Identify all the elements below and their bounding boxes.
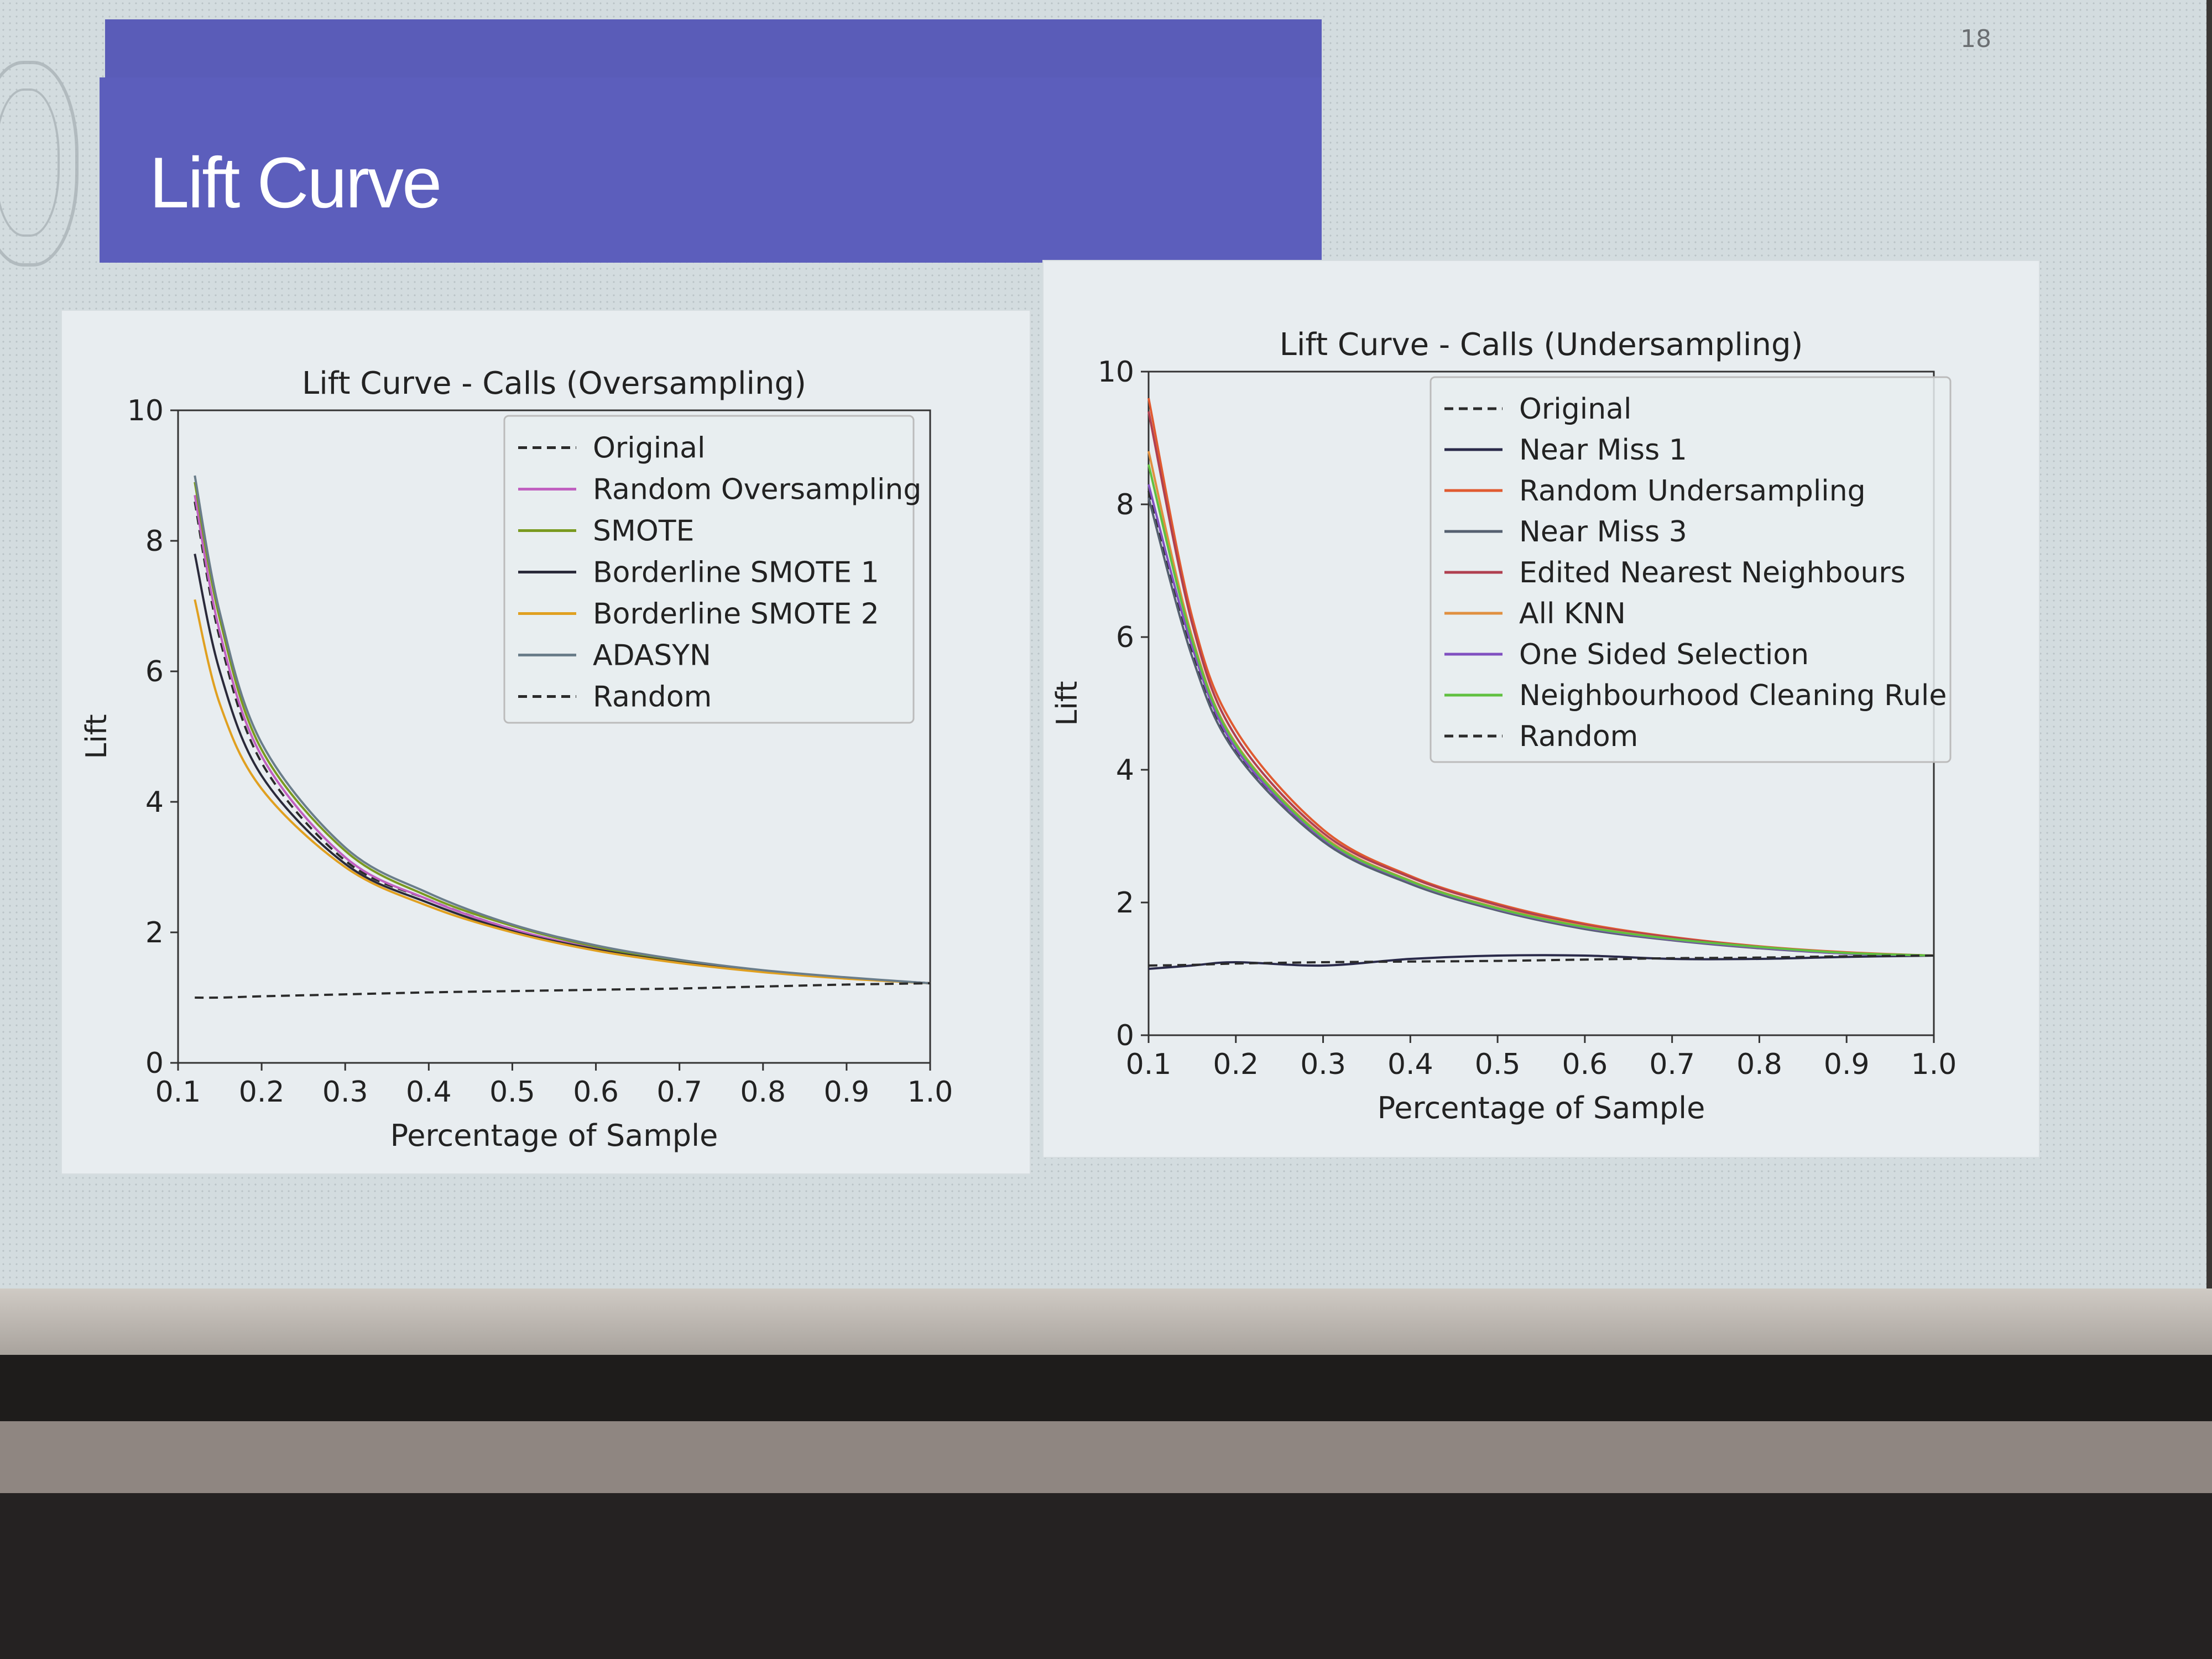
series-line-borderline-smote-2 bbox=[194, 599, 931, 985]
y-tick-label: 0 bbox=[145, 1047, 164, 1080]
legend-label: SMOTE bbox=[593, 515, 694, 548]
x-tick-label: 0.4 bbox=[1387, 1048, 1433, 1081]
university-seal-icon bbox=[0, 61, 79, 267]
chart-title: Lift Curve - Calls (Undersampling) bbox=[1280, 327, 1803, 363]
x-tick-label: 0.2 bbox=[239, 1076, 285, 1109]
screen-bottom-edge bbox=[0, 1288, 2212, 1355]
floor bbox=[0, 1493, 2212, 1659]
series-line-near-miss-1 bbox=[1148, 954, 1934, 970]
legend-box bbox=[503, 415, 915, 724]
series-line-random bbox=[1148, 954, 1934, 967]
y-tick-label: 2 bbox=[145, 916, 164, 950]
screen-bezel bbox=[0, 1355, 2212, 1421]
screen-frame-right bbox=[2206, 0, 2212, 1288]
x-tick-label: 0.8 bbox=[1736, 1048, 1782, 1081]
legend-box bbox=[1430, 376, 1952, 763]
y-tick-label: 0 bbox=[1116, 1019, 1134, 1052]
y-axis-label: Lift bbox=[80, 714, 113, 759]
x-tick-label: 0.4 bbox=[406, 1076, 452, 1109]
y-tick-label: 4 bbox=[145, 786, 164, 819]
x-tick-label: 0.5 bbox=[1475, 1048, 1521, 1081]
x-tick-label: 0.6 bbox=[1562, 1048, 1608, 1081]
legend-label: One Sided Selection bbox=[1519, 638, 1809, 671]
legend-label: Random Oversampling bbox=[593, 473, 921, 507]
x-tick-label: 0.9 bbox=[824, 1076, 870, 1109]
x-tick-label: 0.1 bbox=[155, 1076, 201, 1109]
projection-screen: Lift Curve 18 Lift Curve - Calls (Oversa… bbox=[0, 0, 2206, 1288]
x-tick-label: 0.9 bbox=[1824, 1048, 1870, 1081]
series-line-neighbourhood-cleaning-rule bbox=[1147, 464, 1934, 957]
series-line-adasyn bbox=[194, 475, 931, 985]
x-tick-label: 0.8 bbox=[740, 1076, 786, 1109]
lift-chart-undersampling: Lift Curve - Calls (Undersampling) 0.1 0.2… bbox=[1051, 327, 1957, 1125]
x-tick-label: 0.3 bbox=[322, 1076, 368, 1109]
chart-title: Lift Curve - Calls (Oversampling) bbox=[302, 366, 806, 401]
y-tick-label: 8 bbox=[1116, 488, 1134, 521]
x-tick-label: 0.6 bbox=[573, 1076, 619, 1109]
y-tick-label: 10 bbox=[1098, 356, 1134, 389]
x-tick-label: 1.0 bbox=[907, 1076, 953, 1109]
legend-label: Neighbourhood Cleaning Rule bbox=[1519, 679, 1947, 712]
legend-label: All KNN bbox=[1519, 597, 1626, 630]
page-number: 18 bbox=[1960, 25, 1991, 53]
y-tick-label: 4 bbox=[1116, 754, 1134, 787]
legend-label: Random Undersampling bbox=[1519, 474, 1866, 508]
y-tick-label: 2 bbox=[1116, 886, 1134, 920]
y-tick-label: 10 bbox=[127, 394, 164, 427]
lift-chart-oversampling: Lift Curve - Calls (Oversampling) 0.1 0.2 0… bbox=[80, 366, 953, 1153]
x-axis-label: Percentage of Sample bbox=[1378, 1091, 1705, 1125]
x-tick-label: 0.7 bbox=[656, 1076, 702, 1109]
legend-label: Random bbox=[1519, 720, 1638, 753]
legend-label: Edited Nearest Neighbours bbox=[1519, 556, 1906, 589]
x-tick-label: 0.5 bbox=[489, 1076, 535, 1109]
legend-label: ADASYN bbox=[593, 639, 711, 672]
chart-panel-oversampling: Lift Curve - Calls (Oversampling) 0.1 0.2 0… bbox=[61, 310, 1031, 1175]
y-tick-label: 6 bbox=[1116, 621, 1134, 654]
legend-label: Random bbox=[593, 681, 712, 714]
plot-frame bbox=[177, 409, 931, 1064]
legend-label: Near Miss 1 bbox=[1519, 434, 1687, 467]
legend-label: Original bbox=[1519, 393, 1631, 426]
x-axis-label: Percentage of Sample bbox=[390, 1118, 718, 1153]
x-tick-label: 0.3 bbox=[1300, 1048, 1346, 1081]
seal-inner-ring bbox=[0, 88, 60, 237]
wall bbox=[0, 1421, 2212, 1493]
title-bar bbox=[100, 77, 1322, 263]
series-line-random bbox=[195, 982, 931, 999]
x-tick-label: 0.2 bbox=[1213, 1048, 1259, 1081]
legend-label: Near Miss 3 bbox=[1519, 515, 1687, 549]
chart-panel-undersampling: Lift Curve - Calls (Undersampling) 0.1 0.2… bbox=[1042, 260, 2040, 1158]
x-tick-label: 1.0 bbox=[1911, 1048, 1957, 1081]
x-tick-label: 0.1 bbox=[1126, 1048, 1172, 1081]
y-axis-label: Lift bbox=[1051, 681, 1084, 726]
y-tick-label: 8 bbox=[145, 525, 164, 558]
legend-label: Original bbox=[593, 432, 705, 465]
x-tick-label: 0.7 bbox=[1649, 1048, 1695, 1081]
slide-title: Lift Curve bbox=[149, 142, 442, 223]
y-tick-label: 6 bbox=[145, 655, 164, 688]
legend-label: Borderline SMOTE 2 bbox=[593, 598, 879, 631]
legend-label: Borderline SMOTE 1 bbox=[593, 556, 879, 589]
